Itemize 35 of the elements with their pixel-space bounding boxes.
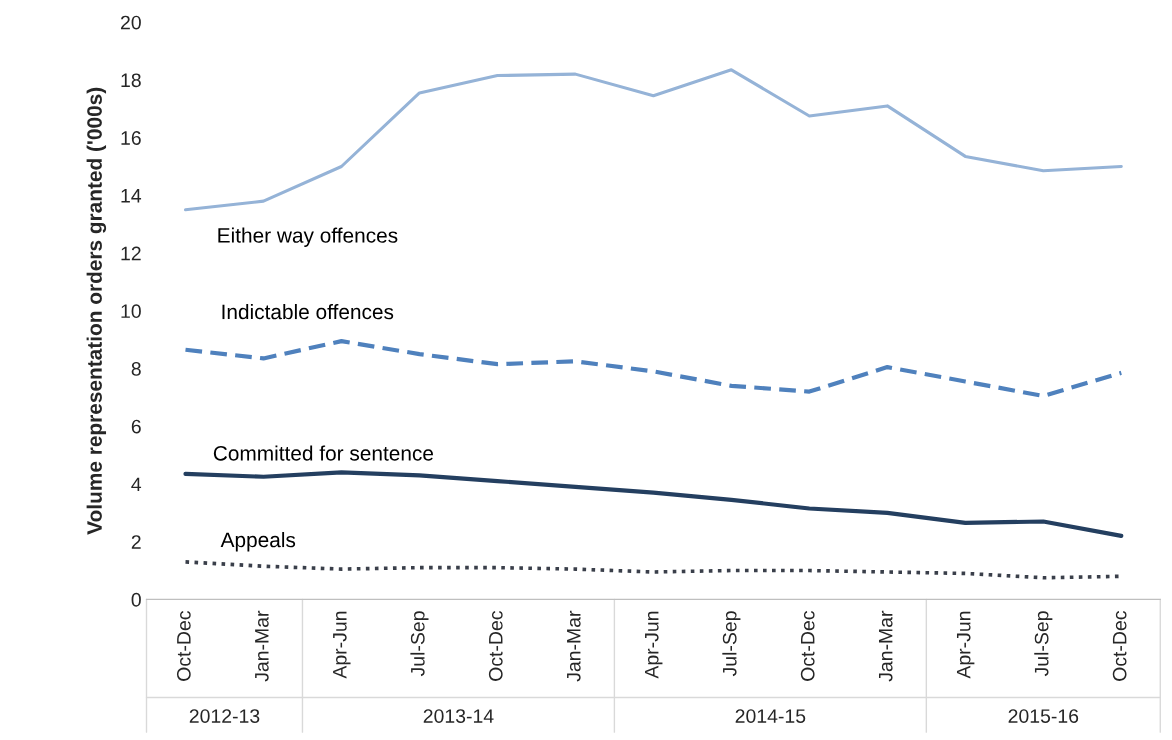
x-tick-label: Jan-Mar [255,610,269,682]
text: 2015-16 [1008,709,1079,723]
text: 2013-14 [423,709,494,723]
x-tick-label: Oct-Dec [176,611,191,681]
y-tick-label: 2 [131,535,141,549]
x-tick-label: Apr-Jun [333,611,351,679]
x-tick-label: Apr-Jun [956,611,975,679]
line-series [183,339,1124,399]
x-tick-label: Apr-Jun [645,611,663,679]
series-label: Indictable offences [222,303,394,320]
y-tick-label: 20 [120,15,141,30]
x-tick-label: Oct-Dec [1112,611,1127,681]
y-axis-title: Volume representation orders granted ('000s) [86,87,107,535]
y-tick-label: 6 [131,419,141,434]
y-tick-label: 4 [131,477,142,492]
x-tick-label: Jan-Mar [878,610,893,682]
x-tick-label: Jan-Mar [567,610,581,682]
text: 2012-13 [189,709,260,723]
text: 2014-15 [735,709,806,723]
line-series [183,68,1123,212]
y-tick-label: 10 [121,304,141,319]
x-tick-label: Oct-Dec [488,611,503,681]
y-tick-label: 0 [131,592,141,607]
series-label: Committed for sentence [213,445,434,461]
x-tick-label: Oct-Dec [800,611,815,681]
y-tick-label: 14 [121,189,142,203]
x-tick-label: Jul-Sep [1034,611,1053,677]
x-tick-label: Jul-Sep [410,611,429,677]
series-label: Appeals [220,531,296,552]
y-tick-label: 16 [121,131,141,145]
series-label: Either way offences [218,227,398,247]
y-tick-label: 12 [121,246,141,261]
y-tick-label: 8 [131,361,141,376]
y-tick-label: 18 [121,73,141,88]
x-tick-label: Jul-Sep [722,611,741,677]
